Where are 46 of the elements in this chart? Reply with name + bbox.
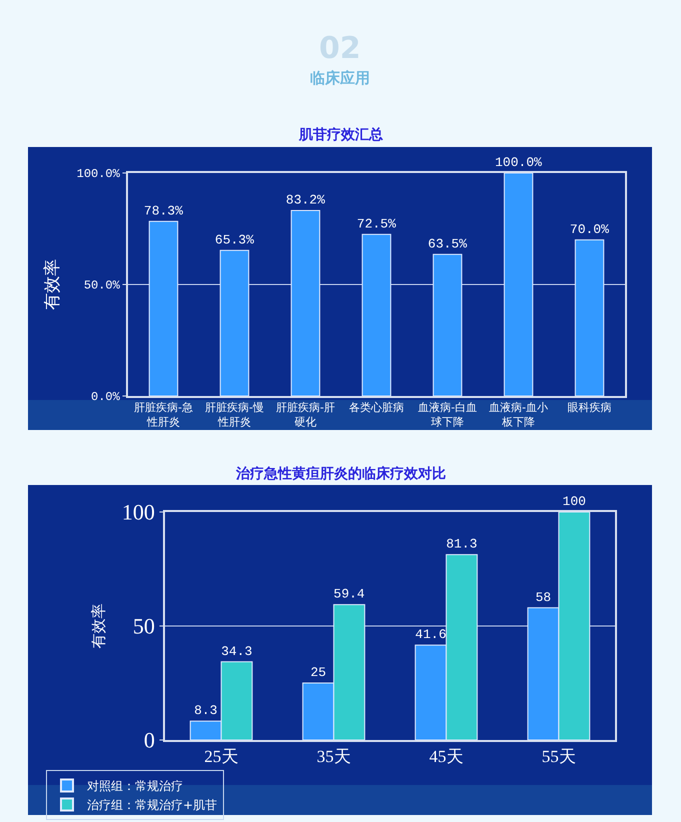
data-label: 65.3% [214,232,254,248]
legend-label: 治疗组：常规治疗+肌苷 [87,798,218,812]
data-label: 83.2% [286,192,326,208]
data-label: 70.0% [570,222,610,237]
x-tick-label: 25天 [204,747,238,766]
y-tick-label: 100 [122,500,155,525]
bar [362,234,392,396]
bar [432,254,462,396]
x-tick-label: 肝脏疾病-急性肝炎 [134,400,193,428]
data-label: 34.3 [221,644,252,659]
data-label: 63.5% [428,236,468,252]
data-label: 41.6 [415,627,446,642]
chart-title: 肌苷疗效汇总 [298,126,383,143]
y-tick-label: 0 [144,728,155,753]
data-label: 100.0% [494,155,542,170]
chart-title: 治疗急性黄疸肝炎的临床疗效对比 [235,465,446,482]
data-label: 58 [535,590,552,605]
x-tick-label: 眼科疾病 [568,400,612,414]
x-tick-label: 肝脏疾病-肝硬化 [276,400,335,428]
y-tick-label: 50.0% [84,278,121,293]
bar [574,239,604,396]
x-tick-label: 55天 [542,747,576,766]
data-label: 8.3 [194,703,218,718]
x-tick-label: 45天 [429,747,464,766]
text: 临床应用 [310,69,370,87]
x-tick-label: 35天 [316,747,351,766]
bar [290,210,320,396]
data-label: 72.5% [356,216,396,232]
x-tick-label: 各类心脏病 [349,400,404,414]
x-tick-label: 肝脏疾病-慢性肝炎 [205,400,264,428]
y-axis-title: 有效率 [42,259,63,310]
data-label: 100 [562,494,586,509]
data-label: 81.3 [446,536,478,552]
data-label: 78.3% [144,203,184,218]
y-tick-label: 0.0% [91,390,121,404]
y-tick-label: 100.0% [76,167,121,182]
legend-label: 对照组：常规治疗 [87,779,183,794]
data-label: 59.4 [334,586,365,602]
y-axis-title: 有效率 [90,604,108,648]
bar [220,250,250,396]
x-tick-label: 血液病-血小板下降 [489,400,548,428]
bar [504,173,534,396]
bar [148,220,178,396]
x-tick-label: 血液病-白血球下降 [418,400,477,428]
y-tick-label: 50 [132,614,155,639]
data-label: 25 [310,665,326,680]
